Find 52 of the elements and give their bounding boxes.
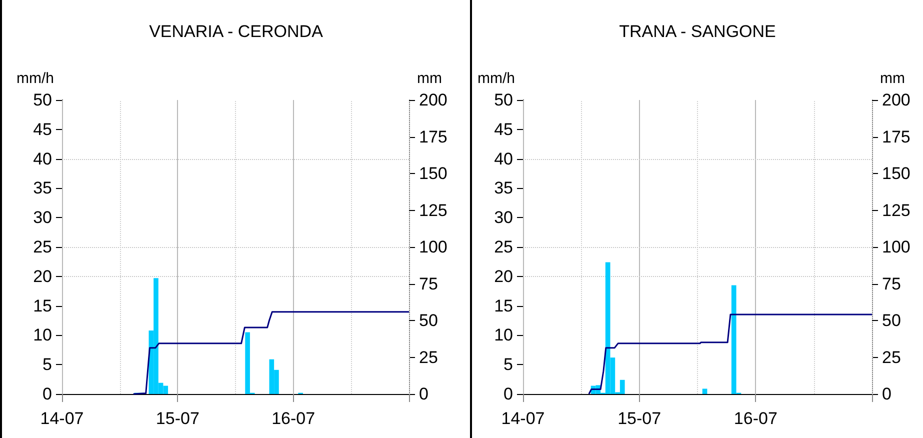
y-tick-label: 50 [494, 90, 513, 110]
y2-tick-label: 25 [419, 348, 438, 367]
y2-tick-label: 150 [882, 164, 910, 183]
y-tick-label: 35 [33, 178, 52, 198]
y-tick-label: 25 [33, 238, 52, 256]
y2-tick-label: 100 [419, 238, 448, 256]
y2-tick-label: 25 [882, 348, 901, 367]
y2-axis-title: mm [880, 70, 905, 87]
y2-tick-label: 125 [882, 200, 910, 220]
y-tick-label: 25 [494, 238, 513, 256]
y-tick-label: 5 [42, 355, 52, 374]
y2-tick-label: 0 [419, 384, 428, 404]
x-tick-label: 14-07 [501, 409, 545, 428]
y-tick-label: 40 [33, 149, 52, 168]
chart-title: TRANA - SANGONE [619, 22, 776, 41]
x-tick-label: 16-07 [272, 409, 316, 428]
y-axis-title: mm/h [16, 70, 54, 87]
y-tick-label: 15 [33, 296, 52, 316]
y-tick-label: 50 [33, 90, 52, 110]
y-tick-label: 0 [504, 384, 513, 404]
chart-title: VENARIA - CERONDA [149, 22, 324, 41]
y2-tick-label: 75 [882, 274, 901, 294]
y2-tick-label: 50 [419, 311, 438, 330]
y2-axis-title: mm [417, 70, 442, 87]
y2-tick-label: 200 [419, 90, 448, 110]
x-tick-label: 14-07 [40, 409, 84, 428]
y-tick-label: 10 [494, 326, 513, 345]
y-tick-label: 20 [494, 266, 513, 286]
y-tick-label: 30 [494, 208, 513, 228]
y2-tick-label: 175 [419, 127, 448, 146]
x-tick-label: 16-07 [734, 409, 778, 428]
x-tick-label: 15-07 [156, 409, 200, 428]
y2-tick-label: 175 [882, 127, 910, 146]
y-tick-label: 5 [504, 355, 513, 374]
y-tick-label: 20 [33, 266, 52, 286]
y-tick-label: 30 [33, 208, 52, 228]
y-tick-label: 45 [33, 120, 52, 139]
y-tick-label: 40 [494, 149, 513, 168]
y-tick-label: 10 [33, 326, 52, 345]
x-tick-label: 15-07 [618, 409, 662, 428]
y-tick-label: 15 [494, 296, 513, 316]
y-tick-label: 45 [494, 120, 513, 139]
y2-tick-label: 0 [882, 384, 892, 404]
y2-tick-label: 100 [882, 238, 910, 256]
y-axis-title: mm/h [478, 70, 515, 87]
y2-tick-label: 200 [882, 90, 910, 110]
y-tick-label: 0 [42, 384, 52, 404]
y2-tick-label: 150 [419, 164, 448, 183]
y-tick-label: 35 [494, 178, 513, 198]
y2-tick-label: 50 [882, 311, 901, 330]
y2-tick-label: 75 [419, 274, 438, 294]
y2-tick-label: 125 [419, 200, 448, 220]
